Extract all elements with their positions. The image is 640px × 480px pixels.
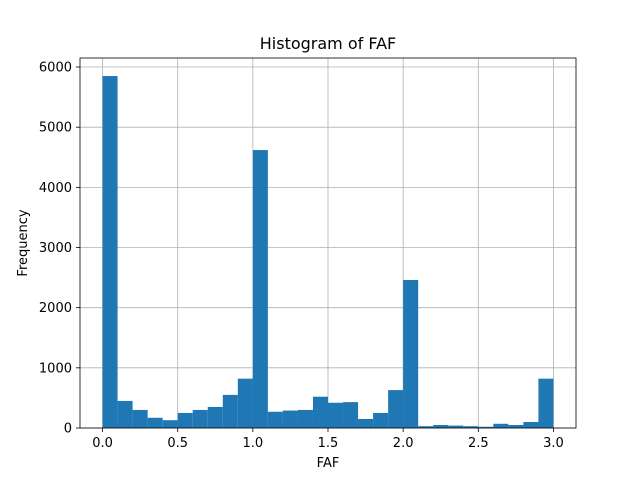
y-tick-label: 1000 — [39, 361, 72, 376]
histogram-bar — [538, 378, 554, 428]
y-axis-label: Frequency — [16, 209, 31, 276]
histogram-bar — [463, 426, 479, 428]
histogram-bar — [373, 412, 389, 428]
x-tick-label: 0.0 — [92, 436, 113, 451]
y-tick-label: 6000 — [39, 61, 72, 76]
x-tick-label: 0.5 — [167, 436, 188, 451]
histogram-bar — [448, 425, 464, 428]
histogram-bar — [343, 402, 359, 428]
x-tick-label: 2.0 — [393, 436, 414, 451]
histogram-bar — [177, 412, 193, 428]
histogram-bar — [267, 411, 283, 428]
histogram-bar — [147, 417, 163, 428]
histogram-bar — [237, 378, 253, 428]
x-tick-label: 1.5 — [318, 436, 339, 451]
histogram-bar — [433, 424, 449, 428]
x-axis-label: FAF — [317, 456, 340, 471]
histogram-bar — [162, 420, 178, 428]
histogram-bar — [207, 406, 223, 428]
histogram-bar — [358, 418, 374, 428]
histogram-bar — [508, 424, 524, 428]
bars-group — [102, 76, 554, 429]
chart-title: Histogram of FAF — [260, 34, 396, 53]
histogram-bar — [282, 410, 298, 428]
y-tick-label: 5000 — [39, 121, 72, 136]
histogram-bar — [117, 400, 133, 428]
histogram-bar — [418, 426, 434, 428]
histogram-bar — [403, 280, 419, 428]
histogram-bar — [102, 76, 118, 429]
histogram-bar — [252, 150, 268, 429]
y-tick-label: 2000 — [39, 301, 72, 316]
x-tick-label: 1.0 — [243, 436, 264, 451]
y-axis-ticks: 0 1000 2000 3000 4000 5000 6000 — [39, 61, 80, 437]
histogram-bar — [328, 402, 344, 428]
y-tick-label: 0 — [64, 422, 72, 437]
histogram-bar — [523, 421, 539, 428]
x-tick-label: 3.0 — [543, 436, 564, 451]
histogram-bar — [132, 409, 148, 428]
histogram-bar — [192, 409, 208, 428]
histogram-bar — [493, 423, 509, 428]
x-axis-ticks: 0.0 0.5 1.0 1.5 2.0 2.5 3.0 — [92, 428, 564, 451]
histogram-bar — [312, 396, 328, 428]
histogram-bar — [222, 394, 238, 428]
y-tick-label: 3000 — [39, 241, 72, 256]
x-tick-label: 2.5 — [468, 436, 489, 451]
histogram-bar — [478, 426, 494, 428]
histogram-bar — [297, 409, 313, 428]
y-tick-label: 4000 — [39, 181, 72, 196]
histogram-bar — [388, 390, 404, 428]
